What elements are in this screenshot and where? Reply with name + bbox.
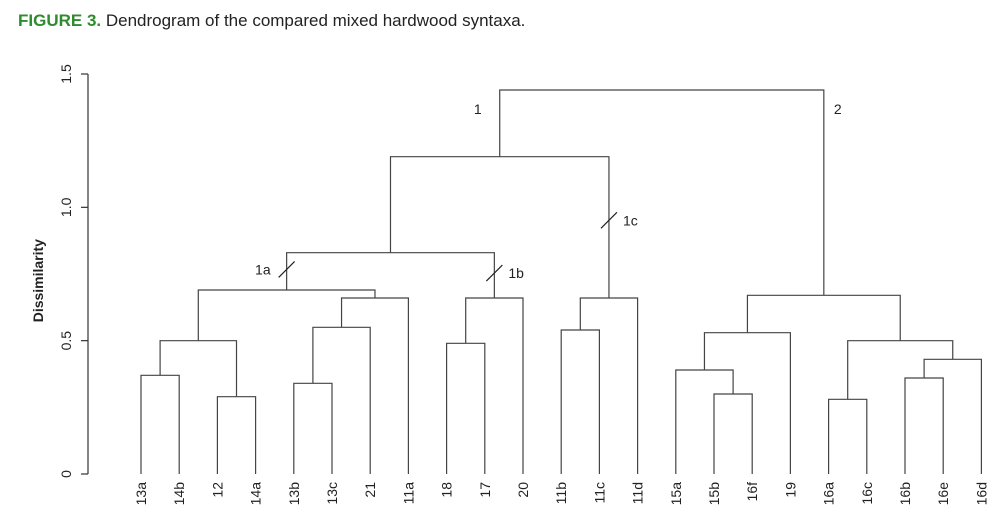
dendrogram-link <box>499 89 825 296</box>
dendrogram-link <box>389 156 610 298</box>
leaf-label: 17 <box>477 482 493 498</box>
cut-mark <box>600 211 618 229</box>
leaf-label: 11a <box>400 482 416 505</box>
dendrogram-link <box>312 326 371 474</box>
leaf-label: 13a <box>133 482 149 506</box>
figure-title: Dendrogram of the compared mixed hardwoo… <box>101 11 526 30</box>
figure-number: FIGURE 3. <box>18 11 102 30</box>
cluster-label: 1a <box>255 261 271 277</box>
leaf-label: 11c <box>591 482 607 504</box>
dendrogram-link <box>446 342 486 474</box>
y-tick-label: 1.5 <box>58 64 74 84</box>
dendrogram-link <box>159 340 238 397</box>
leaf-label: 12 <box>209 482 225 498</box>
y-tick-label: 1.0 <box>58 197 74 217</box>
dendrogram-link <box>904 377 944 474</box>
leaf-label: 19 <box>782 482 798 498</box>
figure-caption: FIGURE 3. Dendrogram of the compared mix… <box>18 11 525 31</box>
dendrogram-link <box>286 252 495 298</box>
leaf-label: 16b <box>897 482 913 506</box>
leaf-label: 14a <box>248 482 264 506</box>
dendrogram-link <box>746 294 901 341</box>
leaf-label: 11d <box>630 482 646 504</box>
cut-mark <box>278 261 296 278</box>
dendrogram-link <box>560 329 600 474</box>
leaf-label: 16a <box>821 482 837 506</box>
leaf-label: 13b <box>286 482 302 506</box>
leaf-label: 18 <box>439 482 455 498</box>
leaf-label: 14b <box>171 482 187 506</box>
leaf-label: 16d <box>973 482 989 505</box>
leaf-label: 11b <box>553 482 569 505</box>
dendrogram-link <box>828 398 868 474</box>
dendrogram-link <box>216 396 257 474</box>
cluster-label: 2 <box>834 101 842 117</box>
dendrogram-link <box>713 393 753 474</box>
dendrogram-tree <box>140 89 982 474</box>
dendrogram-link <box>579 297 639 474</box>
leaf-label: 20 <box>515 482 531 498</box>
dendrogram-link <box>675 369 734 474</box>
cluster-label: 1 <box>474 101 482 117</box>
y-tick-label: 0 <box>58 470 74 478</box>
dendrogram-link <box>140 374 180 474</box>
dendrogram-link <box>703 332 791 474</box>
leaf-label: 15a <box>668 482 684 506</box>
leaf-label: 16c <box>859 482 875 505</box>
leaf-label: 13c <box>324 482 340 505</box>
cluster-label: 1b <box>508 265 524 281</box>
leaf-label: 16e <box>935 482 951 506</box>
dendrogram-link <box>465 297 524 474</box>
dendrogram-link <box>293 382 333 474</box>
y-tick-label: 0.5 <box>58 331 74 351</box>
dendrogram-link <box>340 297 409 474</box>
cluster-annotations: 1 2 1a 1b 1c <box>255 101 842 282</box>
leaf-labels: 13a 14b 12 14a 13b 13c 21 11a 18 17 20 11b 11c 11d 15a… <box>133 482 989 506</box>
leaf-label: 15b <box>706 482 722 506</box>
y-axis: 0 0.5 1.0 1.5 Dissimilarity <box>30 64 89 478</box>
dendrogram-link <box>923 358 982 474</box>
cut-mark <box>485 264 503 282</box>
dendrogram-link <box>847 340 954 400</box>
leaf-label: 21 <box>362 482 378 498</box>
leaf-label: 16f <box>744 482 760 502</box>
y-axis-label: Dissimilarity <box>30 239 46 322</box>
cluster-label: 1c <box>623 212 638 228</box>
